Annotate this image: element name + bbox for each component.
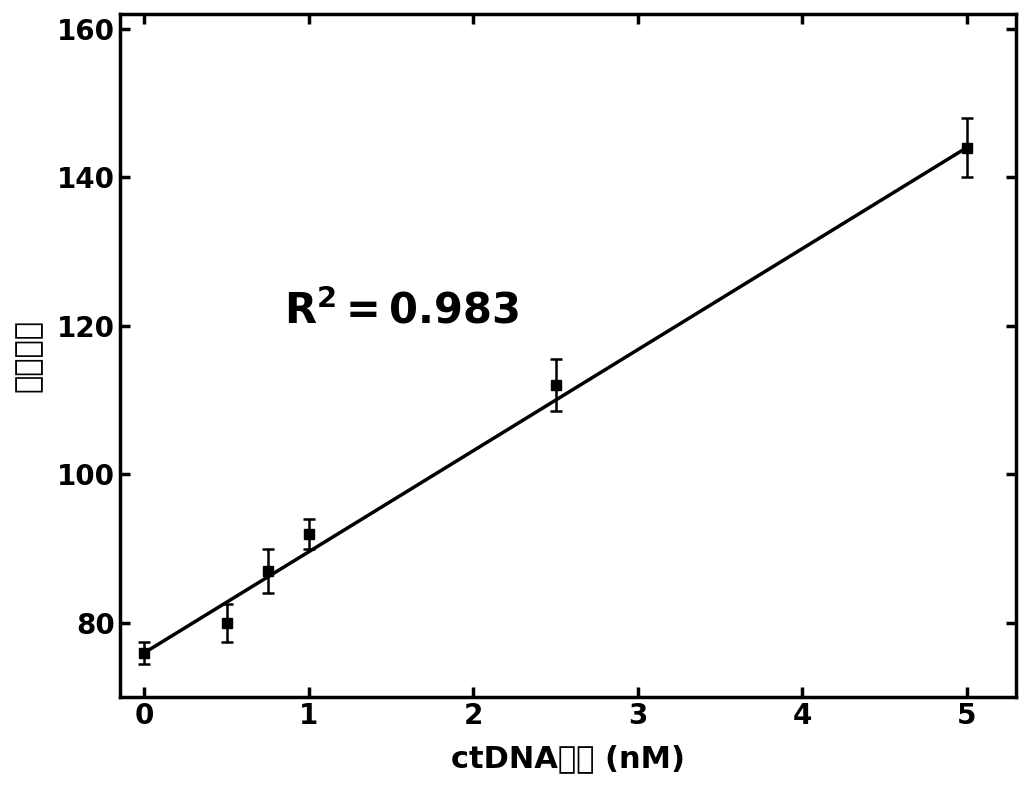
Y-axis label: 荧光强度: 荧光强度 (13, 319, 43, 392)
X-axis label: ctDNA浓度 (nM): ctDNA浓度 (nM) (451, 745, 685, 773)
Text: $\mathbf{R^2}$$\mathbf{=0.983}$: $\mathbf{R^2}$$\mathbf{=0.983}$ (284, 290, 519, 332)
